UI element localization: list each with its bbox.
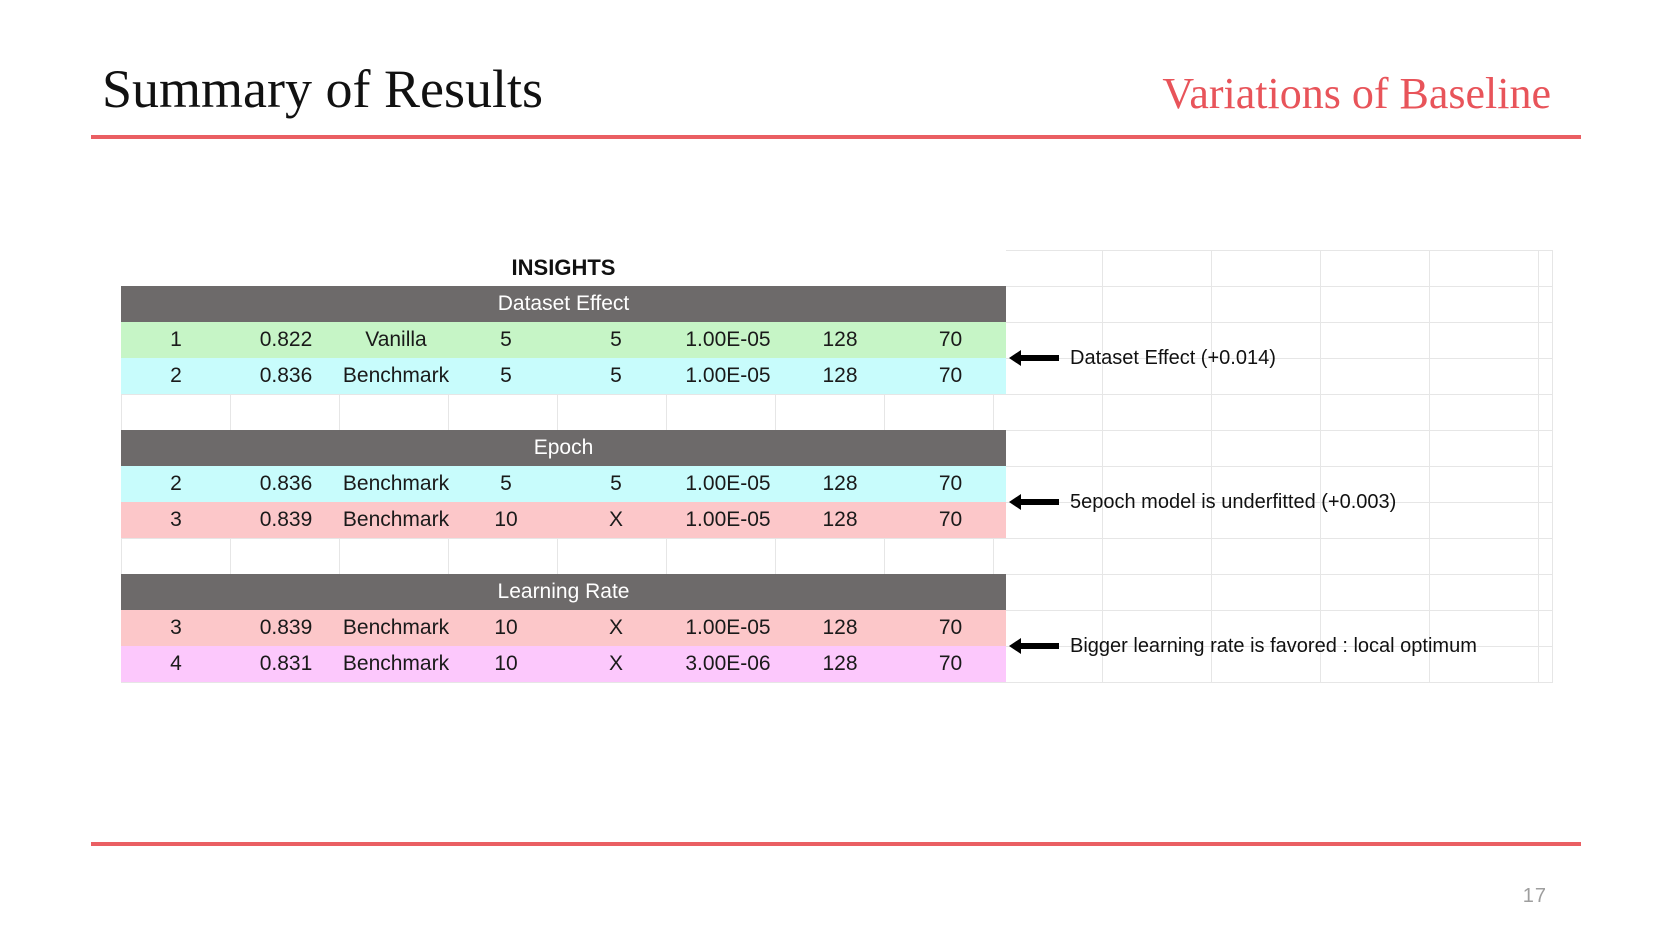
cell-epoch: 10 — [494, 652, 518, 675]
table-row: 3 0.839 Benchmark 10 X 1.00E-05 128 70 — [121, 610, 1006, 646]
page-number: 17 — [1522, 885, 1547, 907]
cell-learning-rate: 1.00E-05 — [685, 328, 771, 351]
annotation-learning-rate: Bigger learning rate is favored : local … — [1006, 628, 1477, 664]
cell-epoch: 5 — [500, 472, 512, 495]
cell-id: 4 — [170, 652, 182, 675]
section-header-learning-rate: Learning Rate — [121, 574, 1006, 610]
cell-param: 5 — [610, 472, 622, 495]
cell-score: 0.839 — [259, 616, 313, 639]
annotation-epoch: 5epoch model is underfitted (+0.003) — [1006, 484, 1396, 520]
cell-dataset: Benchmark — [342, 616, 450, 639]
cell-length: 70 — [938, 508, 963, 531]
annotation-text: Bigger learning rate is favored : local … — [1070, 634, 1477, 657]
cell-param: 5 — [610, 328, 622, 351]
insights-title: INSIGHTS — [511, 255, 616, 280]
left-arrow-icon — [1009, 494, 1059, 510]
title-cell — [121, 250, 1006, 286]
cell-dataset: Vanilla — [365, 328, 427, 351]
annotation-text: 5epoch model is underfitted (+0.003) — [1070, 490, 1397, 513]
slide-title: Summary of Results — [102, 59, 543, 119]
annotation-dataset-effect: Dataset Effect (+0.014) — [1006, 340, 1276, 376]
cell-id: 3 — [170, 508, 182, 531]
bottom-divider — [91, 842, 1581, 846]
cell-id: 3 — [170, 616, 182, 639]
cell-learning-rate: 1.00E-05 — [685, 616, 771, 639]
cell-param: X — [608, 652, 623, 675]
cell-batch: 128 — [822, 508, 858, 531]
cell-score: 0.836 — [259, 364, 313, 387]
table-row: 4 0.831 Benchmark 10 X 3.00E-06 128 70 — [121, 646, 1006, 682]
cell-dataset: Benchmark — [342, 652, 450, 675]
cell-epoch: 10 — [494, 508, 518, 531]
left-arrow-icon — [1009, 638, 1059, 654]
top-divider — [91, 135, 1581, 139]
table-row: 2 0.836 Benchmark 5 5 1.00E-05 128 70 — [121, 466, 1006, 502]
cell-learning-rate: 3.00E-06 — [685, 652, 771, 675]
cell-batch: 128 — [822, 364, 858, 387]
cell-param: X — [608, 616, 623, 639]
annotation-text: Dataset Effect (+0.014) — [1070, 346, 1276, 369]
section-header-dataset-effect: Dataset Effect — [121, 286, 1006, 322]
section-header-epoch: Epoch — [121, 430, 1006, 466]
cell-dataset: Benchmark — [342, 472, 450, 495]
cell-length: 70 — [938, 472, 963, 495]
cell-length: 70 — [938, 328, 963, 351]
cell-id: 2 — [170, 472, 182, 495]
table-row: 3 0.839 Benchmark 10 X 1.00E-05 128 70 — [121, 502, 1006, 538]
cell-score: 0.836 — [259, 472, 313, 495]
table-row: 2 0.836 Benchmark 5 5 1.00E-05 128 70 — [121, 358, 1006, 394]
cell-score: 0.831 — [259, 652, 313, 675]
cell-length: 70 — [938, 364, 963, 387]
cell-param: X — [608, 508, 623, 531]
cell-batch: 128 — [822, 328, 858, 351]
cell-epoch: 10 — [494, 616, 518, 639]
cell-learning-rate: 1.00E-05 — [685, 364, 771, 387]
cell-batch: 128 — [822, 616, 858, 639]
left-arrow-icon — [1009, 350, 1059, 366]
cell-epoch: 5 — [500, 364, 512, 387]
cell-batch: 128 — [822, 652, 858, 675]
insights-sheet: INSIGHTS Dataset Effect 1 0.822 Vanilla … — [121, 250, 1553, 683]
cell-param: 5 — [610, 364, 622, 387]
cell-id: 2 — [170, 364, 182, 387]
cell-dataset: Benchmark — [342, 508, 450, 531]
cell-epoch: 5 — [500, 328, 512, 351]
table-row: 1 0.822 Vanilla 5 5 1.00E-05 128 70 — [121, 322, 1006, 358]
cell-score: 0.822 — [259, 328, 313, 351]
cell-length: 70 — [938, 616, 963, 639]
slide-subtitle: Variations of Baseline — [1162, 69, 1551, 118]
cell-dataset: Benchmark — [342, 364, 450, 387]
cell-learning-rate: 1.00E-05 — [685, 508, 771, 531]
cell-score: 0.839 — [259, 508, 313, 531]
cell-batch: 128 — [822, 472, 858, 495]
cell-id: 1 — [170, 328, 182, 351]
cell-length: 70 — [938, 652, 963, 675]
cell-learning-rate: 1.00E-05 — [685, 472, 771, 495]
